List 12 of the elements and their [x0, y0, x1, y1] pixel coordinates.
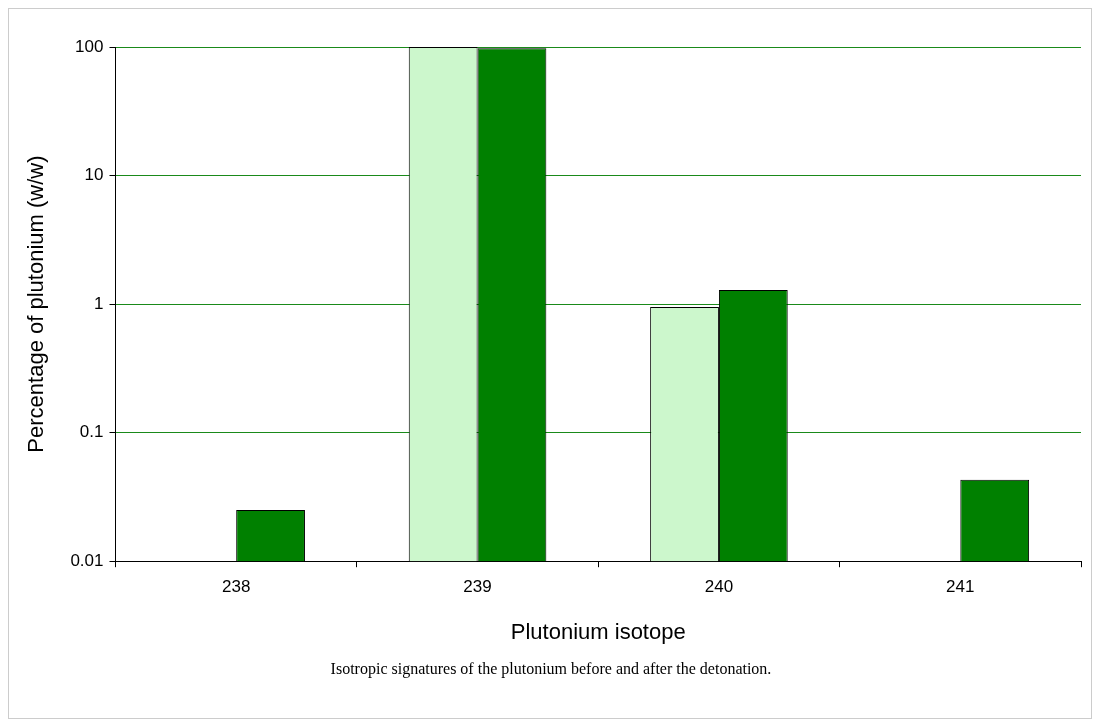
y-tick-label: 1: [94, 293, 104, 313]
x-tick-label: 240: [704, 577, 734, 597]
y-tick-label: 10: [84, 165, 104, 185]
x-tick-label: 238: [221, 577, 251, 597]
y-axis-title: Percentage of plutonium (w/w): [23, 155, 49, 453]
x-axis-title: Plutonium isotope: [510, 618, 686, 644]
text: Isotropic signatures of the plutonium before and after the detonation.: [329, 660, 773, 678]
y-tick-label: 0.1: [79, 422, 104, 442]
y-tick-label: 100: [75, 36, 104, 56]
x-tick-label: 241: [946, 577, 975, 597]
x-tick-label: 239: [463, 577, 492, 597]
y-tick-label: 0.01: [70, 550, 104, 570]
